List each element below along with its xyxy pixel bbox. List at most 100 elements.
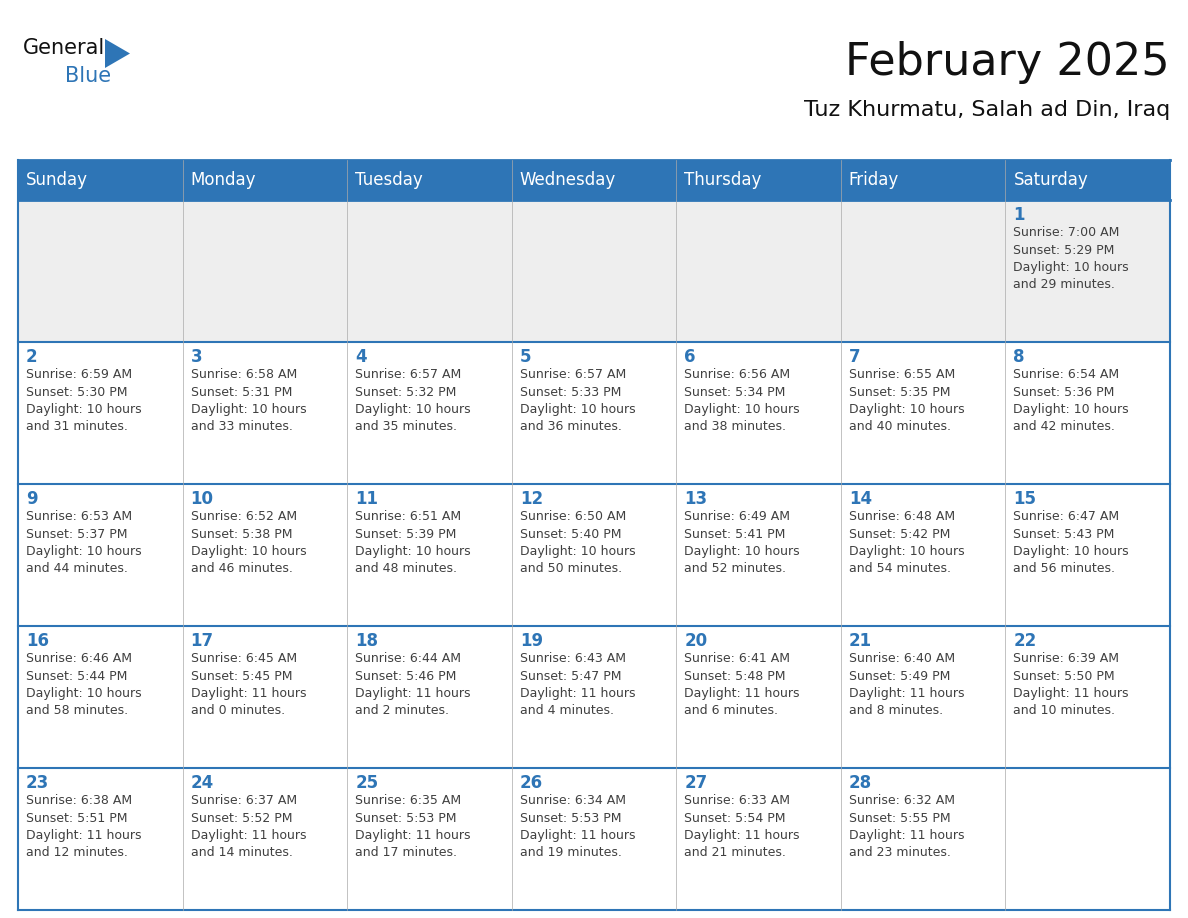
Bar — [676, 768, 841, 910]
Bar — [841, 626, 1005, 768]
Bar — [512, 626, 676, 768]
Text: Sunrise: 6:33 AM
Sunset: 5:54 PM
Daylight: 11 hours
and 21 minutes.: Sunrise: 6:33 AM Sunset: 5:54 PM Dayligh… — [684, 794, 800, 859]
Bar — [1005, 626, 1170, 768]
Bar — [183, 626, 347, 768]
Text: 3: 3 — [190, 348, 202, 366]
Text: Sunrise: 6:54 AM
Sunset: 5:36 PM
Daylight: 10 hours
and 42 minutes.: Sunrise: 6:54 AM Sunset: 5:36 PM Dayligh… — [1013, 368, 1129, 433]
Bar — [183, 342, 347, 484]
Text: 20: 20 — [684, 632, 707, 650]
Text: Sunrise: 6:44 AM
Sunset: 5:46 PM
Daylight: 11 hours
and 2 minutes.: Sunrise: 6:44 AM Sunset: 5:46 PM Dayligh… — [355, 652, 470, 718]
Text: 14: 14 — [849, 490, 872, 508]
Text: Blue: Blue — [65, 66, 112, 86]
Text: 19: 19 — [519, 632, 543, 650]
Text: Sunrise: 6:35 AM
Sunset: 5:53 PM
Daylight: 11 hours
and 17 minutes.: Sunrise: 6:35 AM Sunset: 5:53 PM Dayligh… — [355, 794, 470, 859]
Bar — [347, 768, 512, 910]
Bar — [18, 342, 183, 484]
Text: Saturday: Saturday — [1013, 171, 1088, 189]
Text: 10: 10 — [190, 490, 214, 508]
Text: Sunrise: 6:48 AM
Sunset: 5:42 PM
Daylight: 10 hours
and 54 minutes.: Sunrise: 6:48 AM Sunset: 5:42 PM Dayligh… — [849, 510, 965, 576]
Text: Sunrise: 6:43 AM
Sunset: 5:47 PM
Daylight: 11 hours
and 4 minutes.: Sunrise: 6:43 AM Sunset: 5:47 PM Dayligh… — [519, 652, 636, 718]
Bar — [347, 484, 512, 626]
Text: 23: 23 — [26, 774, 49, 792]
Text: Sunrise: 6:57 AM
Sunset: 5:32 PM
Daylight: 10 hours
and 35 minutes.: Sunrise: 6:57 AM Sunset: 5:32 PM Dayligh… — [355, 368, 470, 433]
Bar — [676, 200, 841, 342]
Text: Sunrise: 6:47 AM
Sunset: 5:43 PM
Daylight: 10 hours
and 56 minutes.: Sunrise: 6:47 AM Sunset: 5:43 PM Dayligh… — [1013, 510, 1129, 576]
Text: 17: 17 — [190, 632, 214, 650]
Bar — [841, 200, 1005, 342]
Bar — [1005, 200, 1170, 342]
Text: Sunrise: 6:49 AM
Sunset: 5:41 PM
Daylight: 10 hours
and 52 minutes.: Sunrise: 6:49 AM Sunset: 5:41 PM Dayligh… — [684, 510, 800, 576]
Text: Sunrise: 6:50 AM
Sunset: 5:40 PM
Daylight: 10 hours
and 50 minutes.: Sunrise: 6:50 AM Sunset: 5:40 PM Dayligh… — [519, 510, 636, 576]
Text: Monday: Monday — [190, 171, 257, 189]
Bar — [676, 342, 841, 484]
Text: Sunrise: 6:41 AM
Sunset: 5:48 PM
Daylight: 11 hours
and 6 minutes.: Sunrise: 6:41 AM Sunset: 5:48 PM Dayligh… — [684, 652, 800, 718]
Bar — [1005, 484, 1170, 626]
Text: Sunday: Sunday — [26, 171, 88, 189]
Text: Sunrise: 6:39 AM
Sunset: 5:50 PM
Daylight: 11 hours
and 10 minutes.: Sunrise: 6:39 AM Sunset: 5:50 PM Dayligh… — [1013, 652, 1129, 718]
Text: 13: 13 — [684, 490, 707, 508]
Bar — [18, 484, 183, 626]
Text: Sunrise: 6:59 AM
Sunset: 5:30 PM
Daylight: 10 hours
and 31 minutes.: Sunrise: 6:59 AM Sunset: 5:30 PM Dayligh… — [26, 368, 141, 433]
Text: 22: 22 — [1013, 632, 1037, 650]
Text: 26: 26 — [519, 774, 543, 792]
Bar — [841, 768, 1005, 910]
Text: 6: 6 — [684, 348, 696, 366]
Text: Sunrise: 6:53 AM
Sunset: 5:37 PM
Daylight: 10 hours
and 44 minutes.: Sunrise: 6:53 AM Sunset: 5:37 PM Dayligh… — [26, 510, 141, 576]
Text: General: General — [23, 38, 106, 58]
Text: 12: 12 — [519, 490, 543, 508]
Text: 7: 7 — [849, 348, 860, 366]
Text: 4: 4 — [355, 348, 367, 366]
Text: 1: 1 — [1013, 206, 1025, 224]
Bar — [347, 200, 512, 342]
Bar — [347, 626, 512, 768]
Bar — [512, 768, 676, 910]
Text: 21: 21 — [849, 632, 872, 650]
Text: 2: 2 — [26, 348, 38, 366]
Text: 24: 24 — [190, 774, 214, 792]
Bar — [512, 200, 676, 342]
Text: 9: 9 — [26, 490, 38, 508]
Text: February 2025: February 2025 — [846, 40, 1170, 84]
Bar — [512, 484, 676, 626]
Bar — [18, 200, 183, 342]
Bar — [841, 484, 1005, 626]
Text: Sunrise: 6:56 AM
Sunset: 5:34 PM
Daylight: 10 hours
and 38 minutes.: Sunrise: 6:56 AM Sunset: 5:34 PM Dayligh… — [684, 368, 800, 433]
Bar — [18, 626, 183, 768]
Bar — [841, 342, 1005, 484]
Text: Sunrise: 6:32 AM
Sunset: 5:55 PM
Daylight: 11 hours
and 23 minutes.: Sunrise: 6:32 AM Sunset: 5:55 PM Dayligh… — [849, 794, 965, 859]
Text: Thursday: Thursday — [684, 171, 762, 189]
Text: Sunrise: 6:37 AM
Sunset: 5:52 PM
Daylight: 11 hours
and 14 minutes.: Sunrise: 6:37 AM Sunset: 5:52 PM Dayligh… — [190, 794, 307, 859]
Bar — [347, 342, 512, 484]
Text: Friday: Friday — [849, 171, 899, 189]
Text: 15: 15 — [1013, 490, 1036, 508]
Text: Tuesday: Tuesday — [355, 171, 423, 189]
Text: Sunrise: 6:40 AM
Sunset: 5:49 PM
Daylight: 11 hours
and 8 minutes.: Sunrise: 6:40 AM Sunset: 5:49 PM Dayligh… — [849, 652, 965, 718]
Text: Sunrise: 6:34 AM
Sunset: 5:53 PM
Daylight: 11 hours
and 19 minutes.: Sunrise: 6:34 AM Sunset: 5:53 PM Dayligh… — [519, 794, 636, 859]
Text: Sunrise: 6:58 AM
Sunset: 5:31 PM
Daylight: 10 hours
and 33 minutes.: Sunrise: 6:58 AM Sunset: 5:31 PM Dayligh… — [190, 368, 307, 433]
Text: 18: 18 — [355, 632, 378, 650]
Text: Sunrise: 7:00 AM
Sunset: 5:29 PM
Daylight: 10 hours
and 29 minutes.: Sunrise: 7:00 AM Sunset: 5:29 PM Dayligh… — [1013, 226, 1129, 292]
Bar — [183, 200, 347, 342]
Text: 16: 16 — [26, 632, 49, 650]
Text: 28: 28 — [849, 774, 872, 792]
Bar — [1005, 342, 1170, 484]
Polygon shape — [105, 39, 129, 68]
Text: Sunrise: 6:46 AM
Sunset: 5:44 PM
Daylight: 10 hours
and 58 minutes.: Sunrise: 6:46 AM Sunset: 5:44 PM Dayligh… — [26, 652, 141, 718]
Text: 8: 8 — [1013, 348, 1025, 366]
Text: Sunrise: 6:55 AM
Sunset: 5:35 PM
Daylight: 10 hours
and 40 minutes.: Sunrise: 6:55 AM Sunset: 5:35 PM Dayligh… — [849, 368, 965, 433]
Text: 11: 11 — [355, 490, 378, 508]
Text: Sunrise: 6:45 AM
Sunset: 5:45 PM
Daylight: 11 hours
and 0 minutes.: Sunrise: 6:45 AM Sunset: 5:45 PM Dayligh… — [190, 652, 307, 718]
Text: Sunrise: 6:51 AM
Sunset: 5:39 PM
Daylight: 10 hours
and 48 minutes.: Sunrise: 6:51 AM Sunset: 5:39 PM Dayligh… — [355, 510, 470, 576]
Bar — [1005, 768, 1170, 910]
Text: Sunrise: 6:52 AM
Sunset: 5:38 PM
Daylight: 10 hours
and 46 minutes.: Sunrise: 6:52 AM Sunset: 5:38 PM Dayligh… — [190, 510, 307, 576]
Text: 27: 27 — [684, 774, 708, 792]
Bar — [183, 484, 347, 626]
Bar — [676, 626, 841, 768]
Bar — [18, 768, 183, 910]
Text: Sunrise: 6:57 AM
Sunset: 5:33 PM
Daylight: 10 hours
and 36 minutes.: Sunrise: 6:57 AM Sunset: 5:33 PM Dayligh… — [519, 368, 636, 433]
Text: Sunrise: 6:38 AM
Sunset: 5:51 PM
Daylight: 11 hours
and 12 minutes.: Sunrise: 6:38 AM Sunset: 5:51 PM Dayligh… — [26, 794, 141, 859]
Text: Wednesday: Wednesday — [519, 171, 615, 189]
Bar — [18, 160, 1170, 200]
Text: Tuz Khurmatu, Salah ad Din, Iraq: Tuz Khurmatu, Salah ad Din, Iraq — [804, 100, 1170, 120]
Bar — [676, 484, 841, 626]
